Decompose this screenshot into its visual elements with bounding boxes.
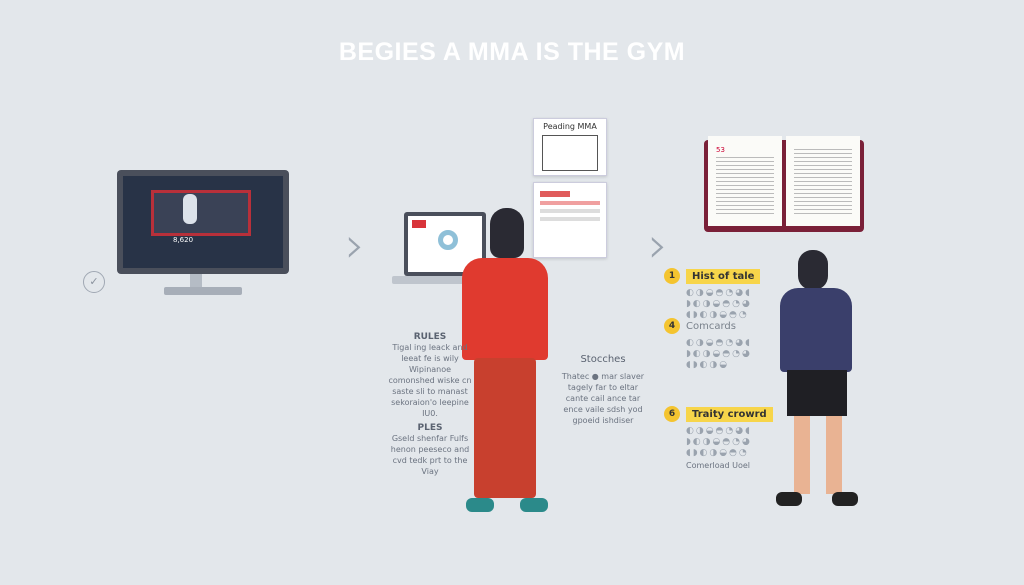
document-title: Peading MMA — [543, 122, 597, 131]
document-card — [533, 182, 607, 258]
step-badge: 1 — [664, 268, 680, 284]
rules-heading: RULES — [413, 332, 447, 342]
chevron-right-icon: › — [345, 216, 365, 274]
ples-heading: PLES — [417, 423, 443, 433]
stocches-label: Stocches — [580, 354, 626, 365]
book-page-number: 53 — [716, 146, 725, 154]
icon-grid: ◐◑◒◓◔◕◖ ◗◐◑◒◓◔◕ ◖◗◐◑◒◓◔ — [686, 426, 752, 458]
person-pants — [474, 358, 536, 498]
step-badge: 6 — [664, 406, 680, 422]
monitor: 8,620 — [117, 170, 289, 274]
ples-text: Gseld shenfar Fulfs henon peeseco and cv… — [390, 434, 470, 476]
document-card: Peading MMA — [533, 118, 607, 176]
check-icon: ✓ — [83, 271, 105, 293]
person-navy-shirt — [780, 288, 852, 372]
person-head — [798, 250, 828, 290]
stocches-text: Thatec ● mar slaver tagely far to eltar … — [561, 372, 645, 425]
page-title: BEGIES A MMA IS THE GYM — [338, 38, 686, 66]
monitor-score: 8,620 — [173, 236, 194, 244]
monitor-screen: 8,620 — [123, 176, 283, 268]
person-red-shirt — [462, 258, 548, 360]
step-label: Traity crowrd — [686, 406, 773, 422]
rules-text: Tigal ing leack and leeat fe is wily Wip… — [388, 343, 472, 418]
open-book: 53 — [704, 136, 864, 232]
icon-grid: ◐◑◒◓◔◕◖ ◗◐◑◒◓◔◕ ◖◗◐◑◒ — [686, 338, 752, 370]
step-label: Comcards — [686, 320, 736, 332]
step-4: 4 Comcards ◐◑◒◓◔◕◖ ◗◐◑◒◓◔◕ ◖◗◐◑◒ — [664, 318, 752, 371]
step-1: 1 Hist of tale ◐◑◒◓◔◕◖ ◗◐◑◒◓◔◕ ◖◗◐◑◒◓◔ — [664, 268, 761, 321]
step-badge: 4 — [664, 318, 680, 334]
person-head — [490, 208, 524, 258]
person-shorts — [787, 370, 847, 416]
laptop — [404, 212, 486, 276]
step-label: Hist of tale — [686, 268, 761, 284]
chevron-right-icon: › — [648, 216, 668, 274]
step-caption: Comerload Uoel — [686, 461, 751, 470]
icon-grid: ◐◑◒◓◔◕◖ ◗◐◑◒◓◔◕ ◖◗◐◑◒◓◔ — [686, 288, 752, 320]
step-6: 6 Traity crowrd ◐◑◒◓◔◕◖ ◗◐◑◒◓◔◕ ◖◗◐◑◒◓◔ C… — [664, 406, 773, 470]
